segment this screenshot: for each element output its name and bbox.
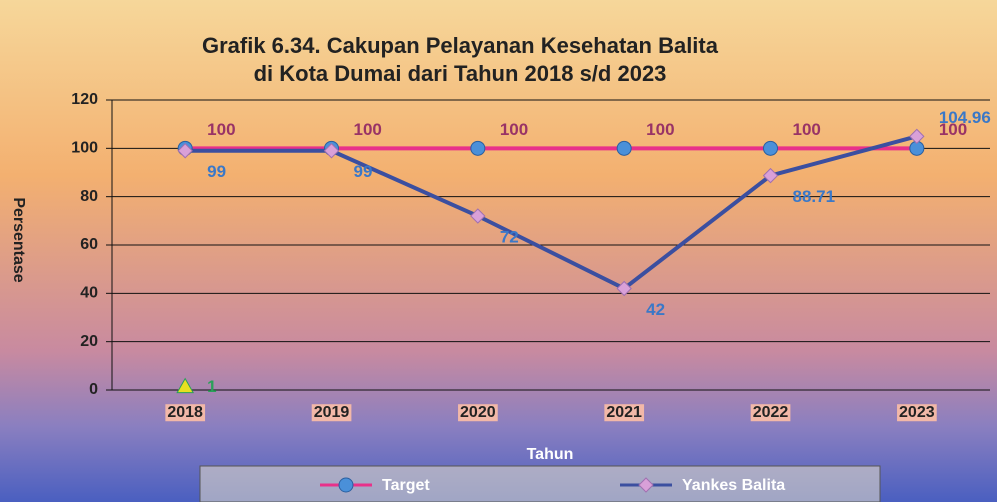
y-tick-label: 20 xyxy=(80,333,98,350)
y-tick-label: 120 xyxy=(71,91,98,108)
data-label: 99 xyxy=(354,162,373,181)
legend-label: Yankes Balita xyxy=(682,477,785,494)
x-tick-label: 2020 xyxy=(460,404,496,421)
marker xyxy=(338,477,354,493)
y-tick-label: 60 xyxy=(80,236,98,253)
y-tick-label: 80 xyxy=(80,188,98,205)
y-axis-label: Persentase xyxy=(10,197,27,282)
y-tick-label: 40 xyxy=(80,285,98,302)
marker xyxy=(763,140,778,156)
data-label: 42 xyxy=(646,300,665,319)
marker xyxy=(762,167,779,184)
x-axis-label: Tahun xyxy=(527,446,574,463)
x-tick-bg xyxy=(165,404,206,422)
marker xyxy=(470,208,486,224)
x-tick-label: 2022 xyxy=(753,404,789,421)
x-tick-label: 2021 xyxy=(606,404,642,421)
data-label: 1 xyxy=(207,377,216,396)
data-label: 100 xyxy=(207,120,235,139)
x-tick-bg xyxy=(458,404,498,422)
legend-label: Target xyxy=(382,477,430,494)
x-tick-bg xyxy=(311,404,352,422)
marker xyxy=(638,477,654,493)
series-line xyxy=(185,134,918,291)
marker xyxy=(616,140,632,156)
data-label: 100 xyxy=(500,120,528,139)
y-tick-label: 100 xyxy=(71,140,98,157)
chart-title: Grafik 6.34. Cakupan Pelayanan Kesehatan… xyxy=(202,33,719,58)
x-tick-bg xyxy=(897,404,937,422)
y-tick-label: 0 xyxy=(89,381,98,398)
data-label: 88.71 xyxy=(793,187,836,206)
marker xyxy=(323,143,340,159)
data-label: 72 xyxy=(500,227,519,246)
data-label: 100 xyxy=(646,120,674,139)
x-tick-label: 2018 xyxy=(167,404,203,421)
data-label: 100 xyxy=(793,120,821,139)
data-label: 99 xyxy=(207,162,226,181)
x-tick-label: 2023 xyxy=(899,404,935,421)
marker xyxy=(470,140,486,156)
x-tick-bg xyxy=(750,404,791,422)
legend xyxy=(199,465,881,502)
marker xyxy=(909,128,925,145)
data-label: 100 xyxy=(939,120,967,139)
data-label: 104.96 xyxy=(939,108,991,127)
data-label: 100 xyxy=(354,120,382,139)
marker xyxy=(177,143,193,159)
marker xyxy=(616,280,632,297)
x-tick-label: 2019 xyxy=(314,404,350,421)
x-tick-bg xyxy=(604,404,645,422)
marker xyxy=(176,377,195,394)
chart-title: di Kota Dumai dari Tahun 2018 s/d 2023 xyxy=(254,61,667,86)
